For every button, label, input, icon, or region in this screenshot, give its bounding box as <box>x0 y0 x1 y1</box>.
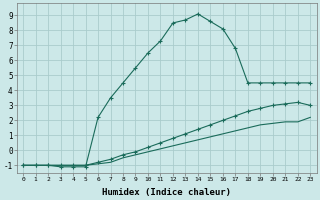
X-axis label: Humidex (Indice chaleur): Humidex (Indice chaleur) <box>102 188 231 197</box>
